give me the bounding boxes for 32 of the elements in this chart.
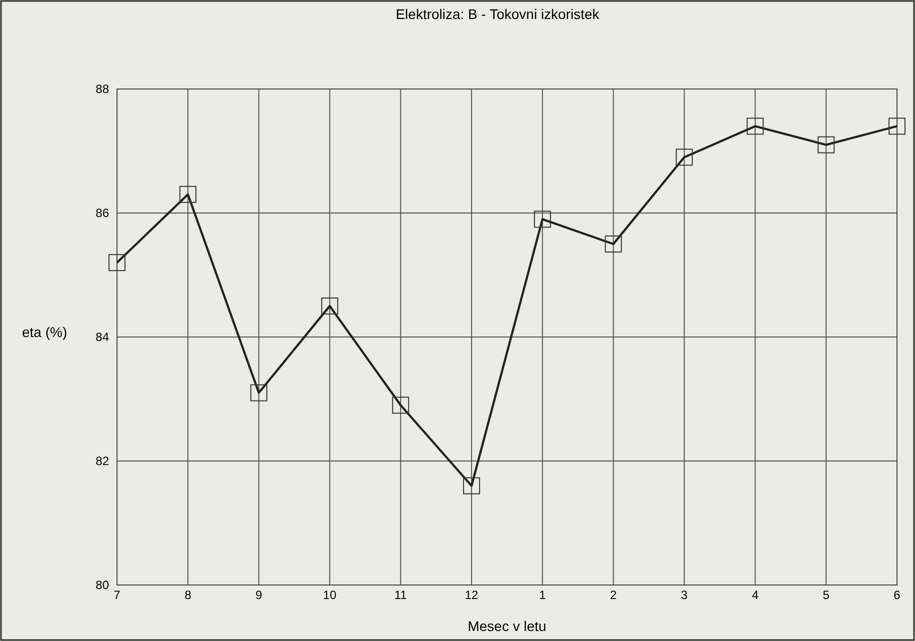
point	[392, 396, 410, 414]
point	[250, 384, 268, 402]
point	[888, 118, 906, 135]
y-tick-label: 88	[96, 82, 110, 96]
y-tick-label: 82	[96, 454, 110, 468]
y-tick-label: 84	[96, 330, 110, 344]
point	[534, 210, 551, 228]
x-tick-label: 8	[184, 588, 192, 602]
y-axis-title: eta (%)	[22, 324, 68, 340]
x-axis-title: Mesec v letu	[468, 618, 546, 634]
point	[746, 118, 764, 135]
chart-title: Elektroliza: B - Tokovni izkoristek	[396, 6, 600, 22]
point	[179, 186, 196, 203]
point	[108, 254, 126, 272]
x-tick-label: 4	[752, 588, 759, 602]
x-tick-label: 1	[539, 588, 546, 602]
x-tick-label: 2	[610, 588, 618, 602]
point	[463, 477, 480, 494]
x-tick-label: 9	[255, 588, 262, 602]
x-tick-label: 11	[394, 588, 408, 602]
y-tick-label: 80	[96, 578, 110, 592]
y-tick-label: 86	[96, 206, 110, 220]
x-tick-label: 3	[680, 588, 688, 602]
point	[676, 148, 693, 166]
point	[321, 298, 338, 314]
x-tick-label: 12	[464, 588, 479, 602]
x-tick-label: 10	[323, 588, 337, 602]
x-tick-label: 5	[822, 588, 830, 602]
point	[604, 236, 622, 252]
x-tick-label: 6	[894, 588, 901, 602]
point	[818, 136, 835, 154]
x-tick-label: 7	[114, 588, 121, 602]
